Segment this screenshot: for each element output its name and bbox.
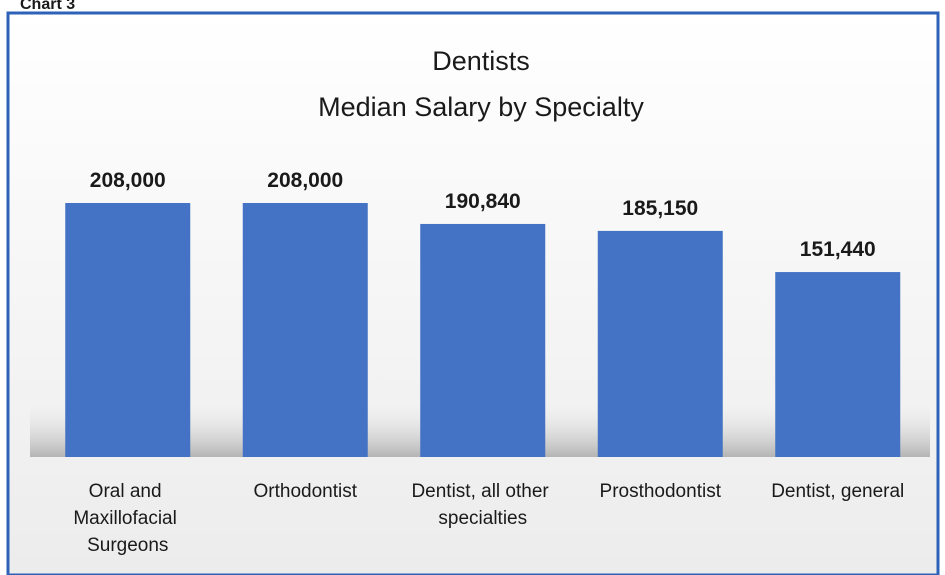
bar bbox=[420, 223, 546, 457]
x-tick-label: Dentist, general bbox=[771, 481, 904, 502]
bar bbox=[65, 203, 191, 457]
x-tick-label: Prosthodontist bbox=[600, 481, 722, 502]
chart-title: Dentists bbox=[432, 46, 530, 76]
data-label: 185,150 bbox=[622, 197, 698, 220]
x-tick-label: Oral and Maxillofacial Surgeons bbox=[73, 481, 182, 556]
x-tick-label: Dentist, all other specialties bbox=[411, 481, 554, 529]
caption: Chart 3 bbox=[20, 0, 75, 13]
bar bbox=[597, 230, 723, 457]
data-label: 190,840 bbox=[445, 190, 521, 213]
bar bbox=[775, 272, 901, 457]
chart-subtitle: Median Salary by Specialty bbox=[318, 92, 644, 122]
bar bbox=[242, 203, 368, 457]
data-label: 208,000 bbox=[267, 169, 343, 192]
data-label: 208,000 bbox=[90, 169, 166, 192]
x-tick-label: Orthodontist bbox=[254, 481, 358, 502]
data-label: 151,440 bbox=[800, 238, 876, 261]
